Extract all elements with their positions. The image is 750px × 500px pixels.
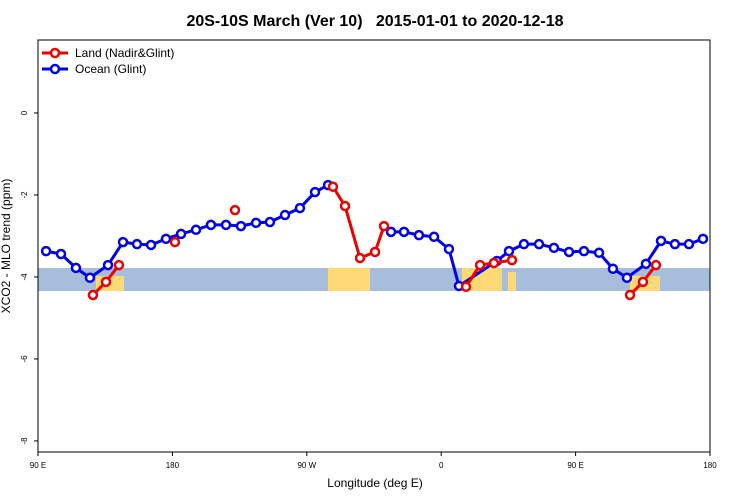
- x-tick-label: 90 E: [567, 461, 583, 470]
- point: [160, 233, 172, 245]
- x-tick-label: 90 W: [297, 461, 316, 470]
- point: [131, 238, 143, 250]
- chart-title: 20S-10S March (Ver 10) 2015-01-01 to 202…: [186, 13, 563, 30]
- x-tick-label: 180: [166, 461, 180, 470]
- point: [145, 239, 157, 251]
- land-strip: [328, 268, 370, 291]
- point: [637, 276, 649, 288]
- point: [474, 259, 486, 271]
- point: [669, 238, 681, 250]
- point: [87, 289, 99, 301]
- ocean-strip: [38, 268, 710, 291]
- y-tick-label: -4: [20, 273, 29, 281]
- point: [398, 226, 410, 238]
- legend-marker: [49, 63, 61, 75]
- point: [169, 236, 181, 248]
- point: [70, 262, 82, 274]
- point: [506, 254, 518, 266]
- y-axis-label: XCO2 - MLO trend (ppm): [0, 179, 13, 314]
- point: [683, 238, 695, 250]
- point: [190, 224, 202, 236]
- point: [339, 200, 351, 212]
- x-tick-label: 90 E: [30, 461, 46, 470]
- point: [84, 272, 96, 284]
- point: [385, 226, 397, 238]
- point: [250, 217, 262, 229]
- y-tick-label: -6: [20, 355, 29, 363]
- point: [235, 220, 247, 232]
- point: [460, 281, 472, 293]
- point: [175, 228, 187, 240]
- point: [378, 220, 390, 232]
- point: [533, 238, 545, 250]
- point: [563, 246, 575, 258]
- point: [650, 259, 662, 271]
- land-strip: [462, 268, 502, 291]
- point: [548, 242, 560, 254]
- point: [327, 181, 339, 193]
- point: [607, 263, 619, 275]
- legend-label: Land (Nadir&Glint): [75, 46, 174, 60]
- point: [488, 257, 500, 269]
- legend-label: Ocean (Glint): [75, 62, 146, 76]
- point: [621, 272, 633, 284]
- point: [503, 245, 515, 257]
- x-axis-label: Longitude (deg E): [327, 476, 422, 490]
- x-tick-label: 180: [703, 461, 717, 470]
- point: [518, 238, 530, 250]
- point: [55, 248, 67, 260]
- point: [264, 216, 276, 228]
- point: [697, 233, 709, 245]
- land-strip: [508, 272, 516, 291]
- land-ocean-strip: [38, 268, 710, 291]
- point: [102, 259, 114, 271]
- point: [428, 231, 440, 243]
- point: [640, 258, 652, 270]
- point: [593, 247, 605, 259]
- y-tick-label: 0: [20, 110, 29, 115]
- point: [578, 245, 590, 257]
- x-tick-label: 0: [439, 461, 444, 470]
- point: [40, 245, 52, 257]
- plot-frame: [37, 39, 711, 453]
- legend-marker: [49, 47, 61, 59]
- point: [113, 259, 125, 271]
- point: [624, 289, 636, 301]
- point: [229, 204, 241, 216]
- point: [100, 276, 112, 288]
- point: [294, 202, 306, 214]
- point: [279, 209, 291, 221]
- y-tick-label: -8: [20, 437, 29, 445]
- point: [354, 252, 366, 264]
- point: [117, 236, 129, 248]
- point: [413, 229, 425, 241]
- point: [369, 246, 381, 258]
- point: [309, 186, 321, 198]
- y-tick-label: -2: [20, 191, 29, 199]
- point: [655, 235, 667, 247]
- point: [443, 243, 455, 255]
- point: [205, 219, 217, 231]
- point: [220, 219, 232, 231]
